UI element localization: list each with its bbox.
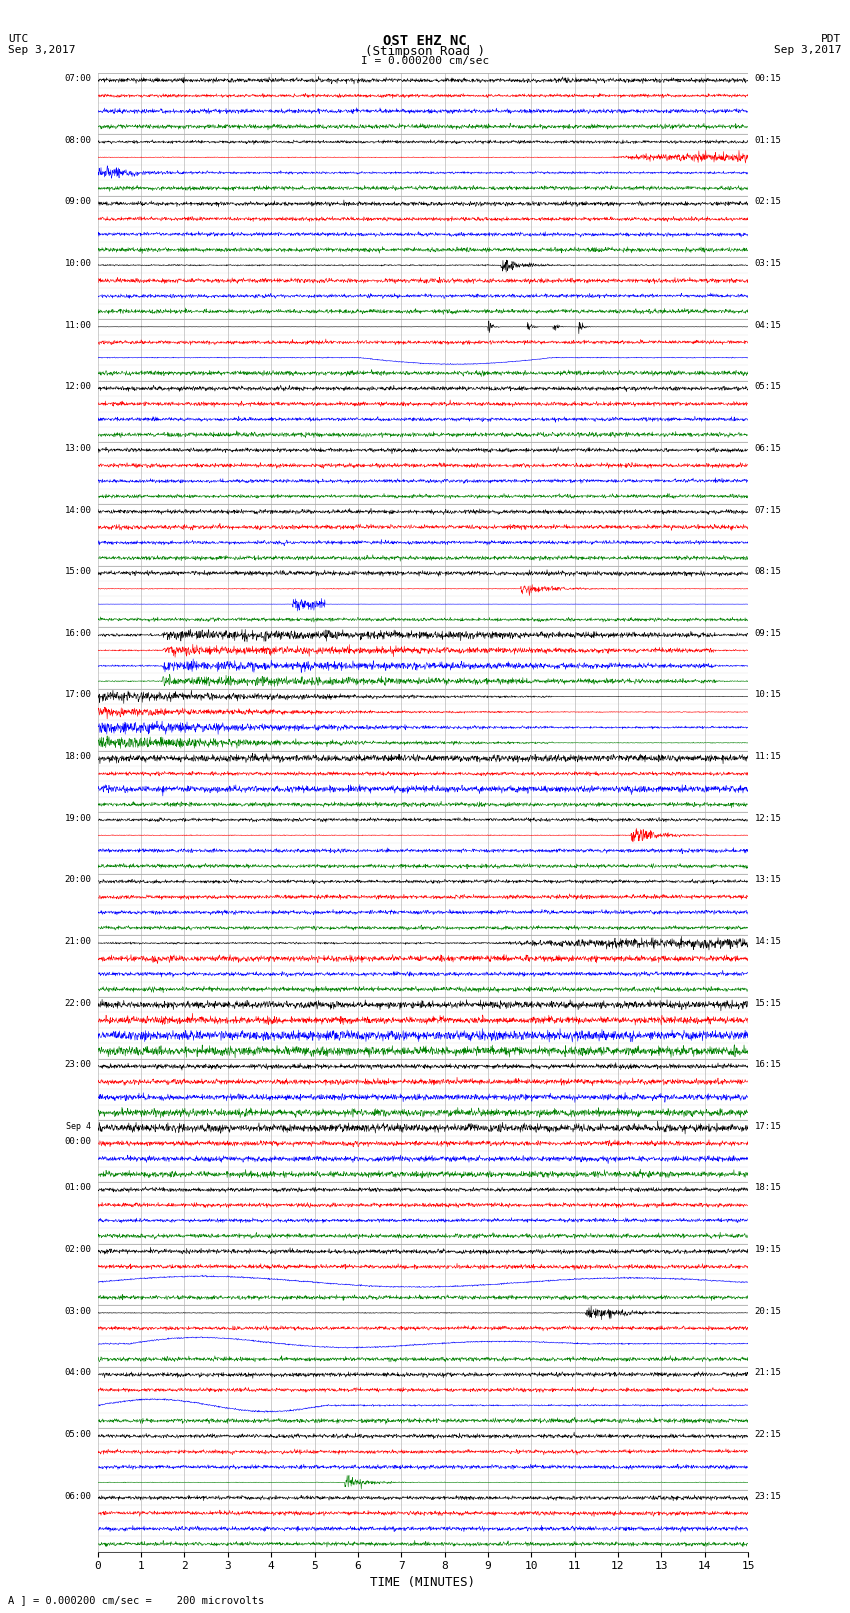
Text: 05:15: 05:15 (755, 382, 781, 392)
Text: 19:15: 19:15 (755, 1245, 781, 1253)
Text: 14:15: 14:15 (755, 937, 781, 945)
Text: 15:00: 15:00 (65, 568, 91, 576)
Text: 19:00: 19:00 (65, 813, 91, 823)
X-axis label: TIME (MINUTES): TIME (MINUTES) (371, 1576, 475, 1589)
Text: 22:00: 22:00 (65, 998, 91, 1008)
Text: PDT: PDT (821, 34, 842, 44)
Text: 23:00: 23:00 (65, 1060, 91, 1069)
Text: Sep 3,2017: Sep 3,2017 (774, 45, 842, 55)
Text: 21:00: 21:00 (65, 937, 91, 945)
Text: A ] = 0.000200 cm/sec =    200 microvolts: A ] = 0.000200 cm/sec = 200 microvolts (8, 1595, 264, 1605)
Text: 04:00: 04:00 (65, 1368, 91, 1378)
Text: 01:00: 01:00 (65, 1184, 91, 1192)
Text: 06:00: 06:00 (65, 1492, 91, 1500)
Text: 09:15: 09:15 (755, 629, 781, 637)
Text: 15:15: 15:15 (755, 998, 781, 1008)
Text: I = 0.000200 cm/sec: I = 0.000200 cm/sec (361, 56, 489, 66)
Text: 17:00: 17:00 (65, 690, 91, 700)
Text: 21:15: 21:15 (755, 1368, 781, 1378)
Text: 07:15: 07:15 (755, 505, 781, 515)
Text: 13:15: 13:15 (755, 876, 781, 884)
Text: 20:00: 20:00 (65, 876, 91, 884)
Text: 08:15: 08:15 (755, 568, 781, 576)
Text: 03:00: 03:00 (65, 1307, 91, 1316)
Text: 11:00: 11:00 (65, 321, 91, 329)
Text: 16:15: 16:15 (755, 1060, 781, 1069)
Text: 11:15: 11:15 (755, 752, 781, 761)
Text: 01:15: 01:15 (755, 135, 781, 145)
Text: 14:00: 14:00 (65, 505, 91, 515)
Text: Sep 3,2017: Sep 3,2017 (8, 45, 76, 55)
Text: 13:00: 13:00 (65, 444, 91, 453)
Text: (Stimpson Road ): (Stimpson Road ) (365, 45, 485, 58)
Text: 08:00: 08:00 (65, 135, 91, 145)
Text: Sep 4: Sep 4 (66, 1121, 91, 1131)
Text: 03:15: 03:15 (755, 260, 781, 268)
Text: 16:00: 16:00 (65, 629, 91, 637)
Text: 06:15: 06:15 (755, 444, 781, 453)
Text: 09:00: 09:00 (65, 197, 91, 206)
Text: 20:15: 20:15 (755, 1307, 781, 1316)
Text: 12:15: 12:15 (755, 813, 781, 823)
Text: 10:00: 10:00 (65, 260, 91, 268)
Text: 12:00: 12:00 (65, 382, 91, 392)
Text: 02:15: 02:15 (755, 197, 781, 206)
Text: 23:15: 23:15 (755, 1492, 781, 1500)
Text: 07:00: 07:00 (65, 74, 91, 84)
Text: 17:15: 17:15 (755, 1121, 781, 1131)
Text: 00:15: 00:15 (755, 74, 781, 84)
Text: UTC: UTC (8, 34, 29, 44)
Text: 00:00: 00:00 (65, 1137, 91, 1147)
Text: 04:15: 04:15 (755, 321, 781, 329)
Text: 22:15: 22:15 (755, 1431, 781, 1439)
Text: 05:00: 05:00 (65, 1431, 91, 1439)
Text: 02:00: 02:00 (65, 1245, 91, 1253)
Text: OST EHZ NC: OST EHZ NC (383, 34, 467, 48)
Text: 18:00: 18:00 (65, 752, 91, 761)
Text: 10:15: 10:15 (755, 690, 781, 700)
Text: 18:15: 18:15 (755, 1184, 781, 1192)
